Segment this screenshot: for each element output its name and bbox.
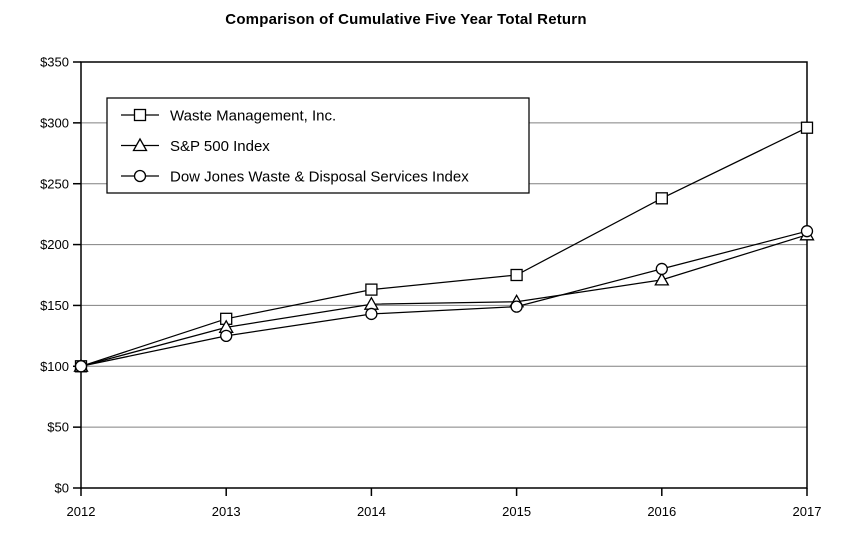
data-marker-circle xyxy=(365,307,378,321)
y-tick-label: $100 xyxy=(40,359,69,374)
data-marker-square xyxy=(365,283,378,296)
x-tick-label: 2013 xyxy=(212,504,241,519)
data-marker-square xyxy=(800,121,814,134)
series-line-square xyxy=(80,127,808,367)
y-tick-label: $250 xyxy=(40,176,69,191)
y-tick-label: $200 xyxy=(40,237,69,252)
y-tick-label: $300 xyxy=(40,115,69,130)
y-tick-label: $50 xyxy=(47,420,69,435)
y-tick-label: $150 xyxy=(40,298,69,313)
legend-item-label: S&P 500 Index xyxy=(170,138,270,155)
x-tick-label: 2016 xyxy=(647,504,676,519)
y-tick-label: $0 xyxy=(55,481,69,496)
data-marker-square xyxy=(510,268,523,282)
y-tick-label: $350 xyxy=(40,55,69,70)
series-line-triangle xyxy=(80,234,808,367)
series-line-circle xyxy=(80,230,808,367)
x-tick-label: 2015 xyxy=(502,504,531,519)
data-marker-triangle xyxy=(363,296,380,310)
chart-title: Comparison of Cumulative Five Year Total… xyxy=(225,11,587,28)
legend-item-label: Dow Jones Waste & Disposal Services Inde… xyxy=(170,168,469,185)
legend-marker-circle xyxy=(133,169,147,183)
x-tick-label: 2017 xyxy=(793,504,822,519)
data-marker-circle xyxy=(74,360,88,373)
legend-marker-square xyxy=(133,108,147,122)
x-tick-label: 2014 xyxy=(357,504,386,519)
legend-marker-triangle xyxy=(132,137,148,152)
data-marker-triangle xyxy=(654,272,670,286)
legend-box xyxy=(106,97,530,194)
x-tick-label: 2012 xyxy=(67,504,96,519)
legend-item-label: Waste Management, Inc. xyxy=(170,107,336,124)
data-marker-square xyxy=(655,192,668,205)
plot-border xyxy=(80,61,808,489)
data-marker-circle xyxy=(220,329,233,343)
data-marker-circle xyxy=(655,262,668,276)
data-marker-circle xyxy=(800,225,814,238)
data-marker-circle xyxy=(510,300,523,313)
